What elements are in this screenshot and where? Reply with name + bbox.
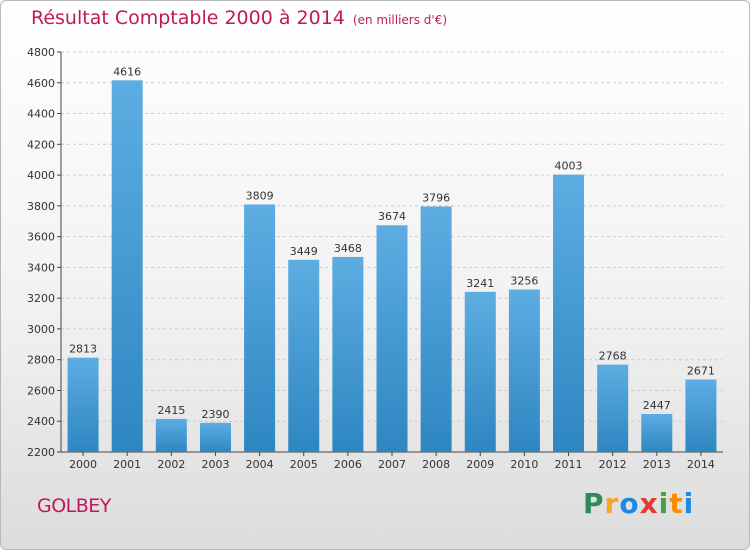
- bar-2009: [464, 291, 496, 452]
- bar-2014: [685, 379, 717, 452]
- bar-2013: [641, 414, 673, 452]
- bar-value-label: 3468: [334, 242, 362, 255]
- y-tick-label: 2400: [27, 415, 55, 428]
- bar-value-label: 2813: [69, 343, 97, 356]
- bar-value-label: 3674: [378, 210, 406, 223]
- bar-value-label: 3449: [290, 245, 318, 258]
- y-tick-label: 2800: [27, 354, 55, 367]
- logo-letter: x: [639, 487, 659, 520]
- bar-2007: [376, 225, 408, 452]
- x-tick-label: 2009: [466, 458, 494, 471]
- chart-subtitle: (en milliers d'€): [352, 13, 448, 27]
- bar-2003: [199, 422, 231, 452]
- y-tick-label: 3600: [27, 231, 55, 244]
- logo-letter: i: [683, 487, 695, 520]
- bar-value-label: 3241: [466, 277, 494, 290]
- bar-value-label: 2415: [157, 404, 185, 417]
- bar-2010: [508, 289, 540, 452]
- y-tick-label: 2600: [27, 384, 55, 397]
- bar-value-label: 3809: [246, 189, 274, 202]
- y-tick-label: 3800: [27, 200, 55, 213]
- y-tick-label: 4800: [27, 46, 55, 59]
- bar-value-label: 4003: [555, 160, 583, 173]
- x-tick-label: 2010: [510, 458, 538, 471]
- logo-letter: t: [669, 487, 684, 520]
- y-tick-label: 3200: [27, 292, 55, 305]
- bar-value-label: 3796: [422, 191, 450, 204]
- x-tick-label: 2006: [334, 458, 362, 471]
- axes: 2200 2400 2600 2800 3000 3200 3400 3600 3800 4000…: [27, 46, 723, 471]
- commune-name: GOLBEY: [37, 495, 111, 517]
- bar-value-label: 2671: [687, 365, 715, 378]
- x-tick-label: 2003: [201, 458, 229, 471]
- x-tick-label: 2014: [687, 458, 715, 471]
- logo-letter: i: [658, 487, 670, 520]
- bar-2000: [67, 357, 99, 452]
- bar-2005: [288, 259, 320, 452]
- bar-value-label: 4616: [113, 65, 141, 78]
- bar-2001: [111, 80, 143, 453]
- bars: [67, 80, 717, 453]
- logo-letter: r: [604, 487, 620, 520]
- x-tick-label: 2007: [378, 458, 406, 471]
- bar-2006: [332, 256, 364, 452]
- y-tick-label: 3000: [27, 323, 55, 336]
- x-tick-label: 2004: [246, 458, 274, 471]
- x-tick-label: 2000: [69, 458, 97, 471]
- x-tick-label: 2012: [599, 458, 627, 471]
- bar-2002: [155, 418, 187, 452]
- x-tick-label: 2011: [555, 458, 583, 471]
- bar-value-label: 2447: [643, 399, 671, 412]
- bar-2011: [553, 174, 585, 452]
- chart-title: Résultat Comptable 2000 à 2014 (en millie…: [31, 7, 447, 29]
- data-labels: 2813 4616 2415 2390 3809 3449 3468 3674 3796 3241…: [69, 65, 715, 420]
- y-tick-label: 4000: [27, 169, 55, 182]
- bar-value-label: 2390: [201, 408, 229, 421]
- proxiti-logo: Proxiti: [583, 487, 694, 520]
- bar-2004: [244, 204, 276, 452]
- y-tick-label: 4400: [27, 108, 55, 121]
- x-tick-label: 2008: [422, 458, 450, 471]
- y-tick-label: 4200: [27, 138, 55, 151]
- bar-value-label: 2768: [599, 350, 627, 363]
- y-tick-label: 2200: [27, 446, 55, 459]
- x-tick-label: 2001: [113, 458, 141, 471]
- x-tick-label: 2002: [157, 458, 185, 471]
- bar-value-label: 3256: [510, 275, 538, 288]
- y-tick-label: 3400: [27, 261, 55, 274]
- x-tick-label: 2013: [643, 458, 671, 471]
- y-tick-label: 4600: [27, 77, 55, 90]
- x-tick-label: 2005: [290, 458, 318, 471]
- bar-2008: [420, 206, 452, 452]
- chart-title-text: Résultat Comptable 2000 à 2014: [31, 7, 345, 29]
- bar-2012: [597, 364, 629, 452]
- logo-letter: P: [583, 487, 605, 520]
- logo-letter: o: [619, 487, 640, 520]
